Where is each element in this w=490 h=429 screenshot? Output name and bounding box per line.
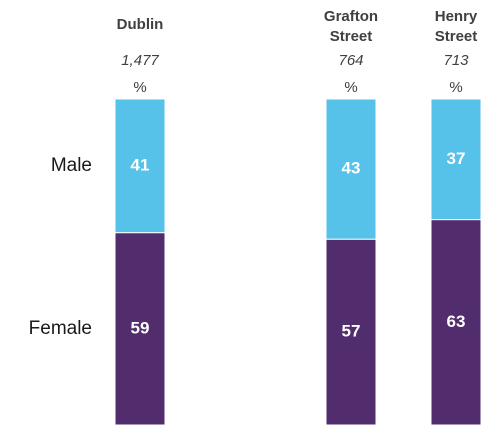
- value-label: 63: [447, 312, 466, 331]
- value-label: 41: [131, 155, 150, 174]
- base-size: 764: [338, 52, 363, 69]
- bar-segment: [325, 98, 377, 240]
- legend-label: Female: [29, 318, 92, 339]
- column-header: Grafton Street: [324, 8, 378, 45]
- column-header: Henry Street: [435, 8, 478, 45]
- value-label: 59: [131, 318, 150, 337]
- bar-segment: [430, 219, 482, 426]
- value-label: 43: [342, 159, 361, 178]
- base-size: 713: [443, 52, 469, 69]
- value-label: 57: [342, 322, 361, 341]
- base-size: 1,477: [121, 52, 159, 69]
- unit-label: %: [449, 79, 462, 96]
- bar-segment: [114, 232, 166, 426]
- column-header: Dublin: [117, 16, 164, 33]
- bar-segment: [430, 98, 482, 221]
- legend-label: Male: [51, 155, 92, 176]
- bar-segment: [114, 98, 166, 234]
- unit-label: %: [133, 79, 146, 96]
- unit-label: %: [344, 79, 357, 96]
- value-label: 37: [447, 149, 466, 168]
